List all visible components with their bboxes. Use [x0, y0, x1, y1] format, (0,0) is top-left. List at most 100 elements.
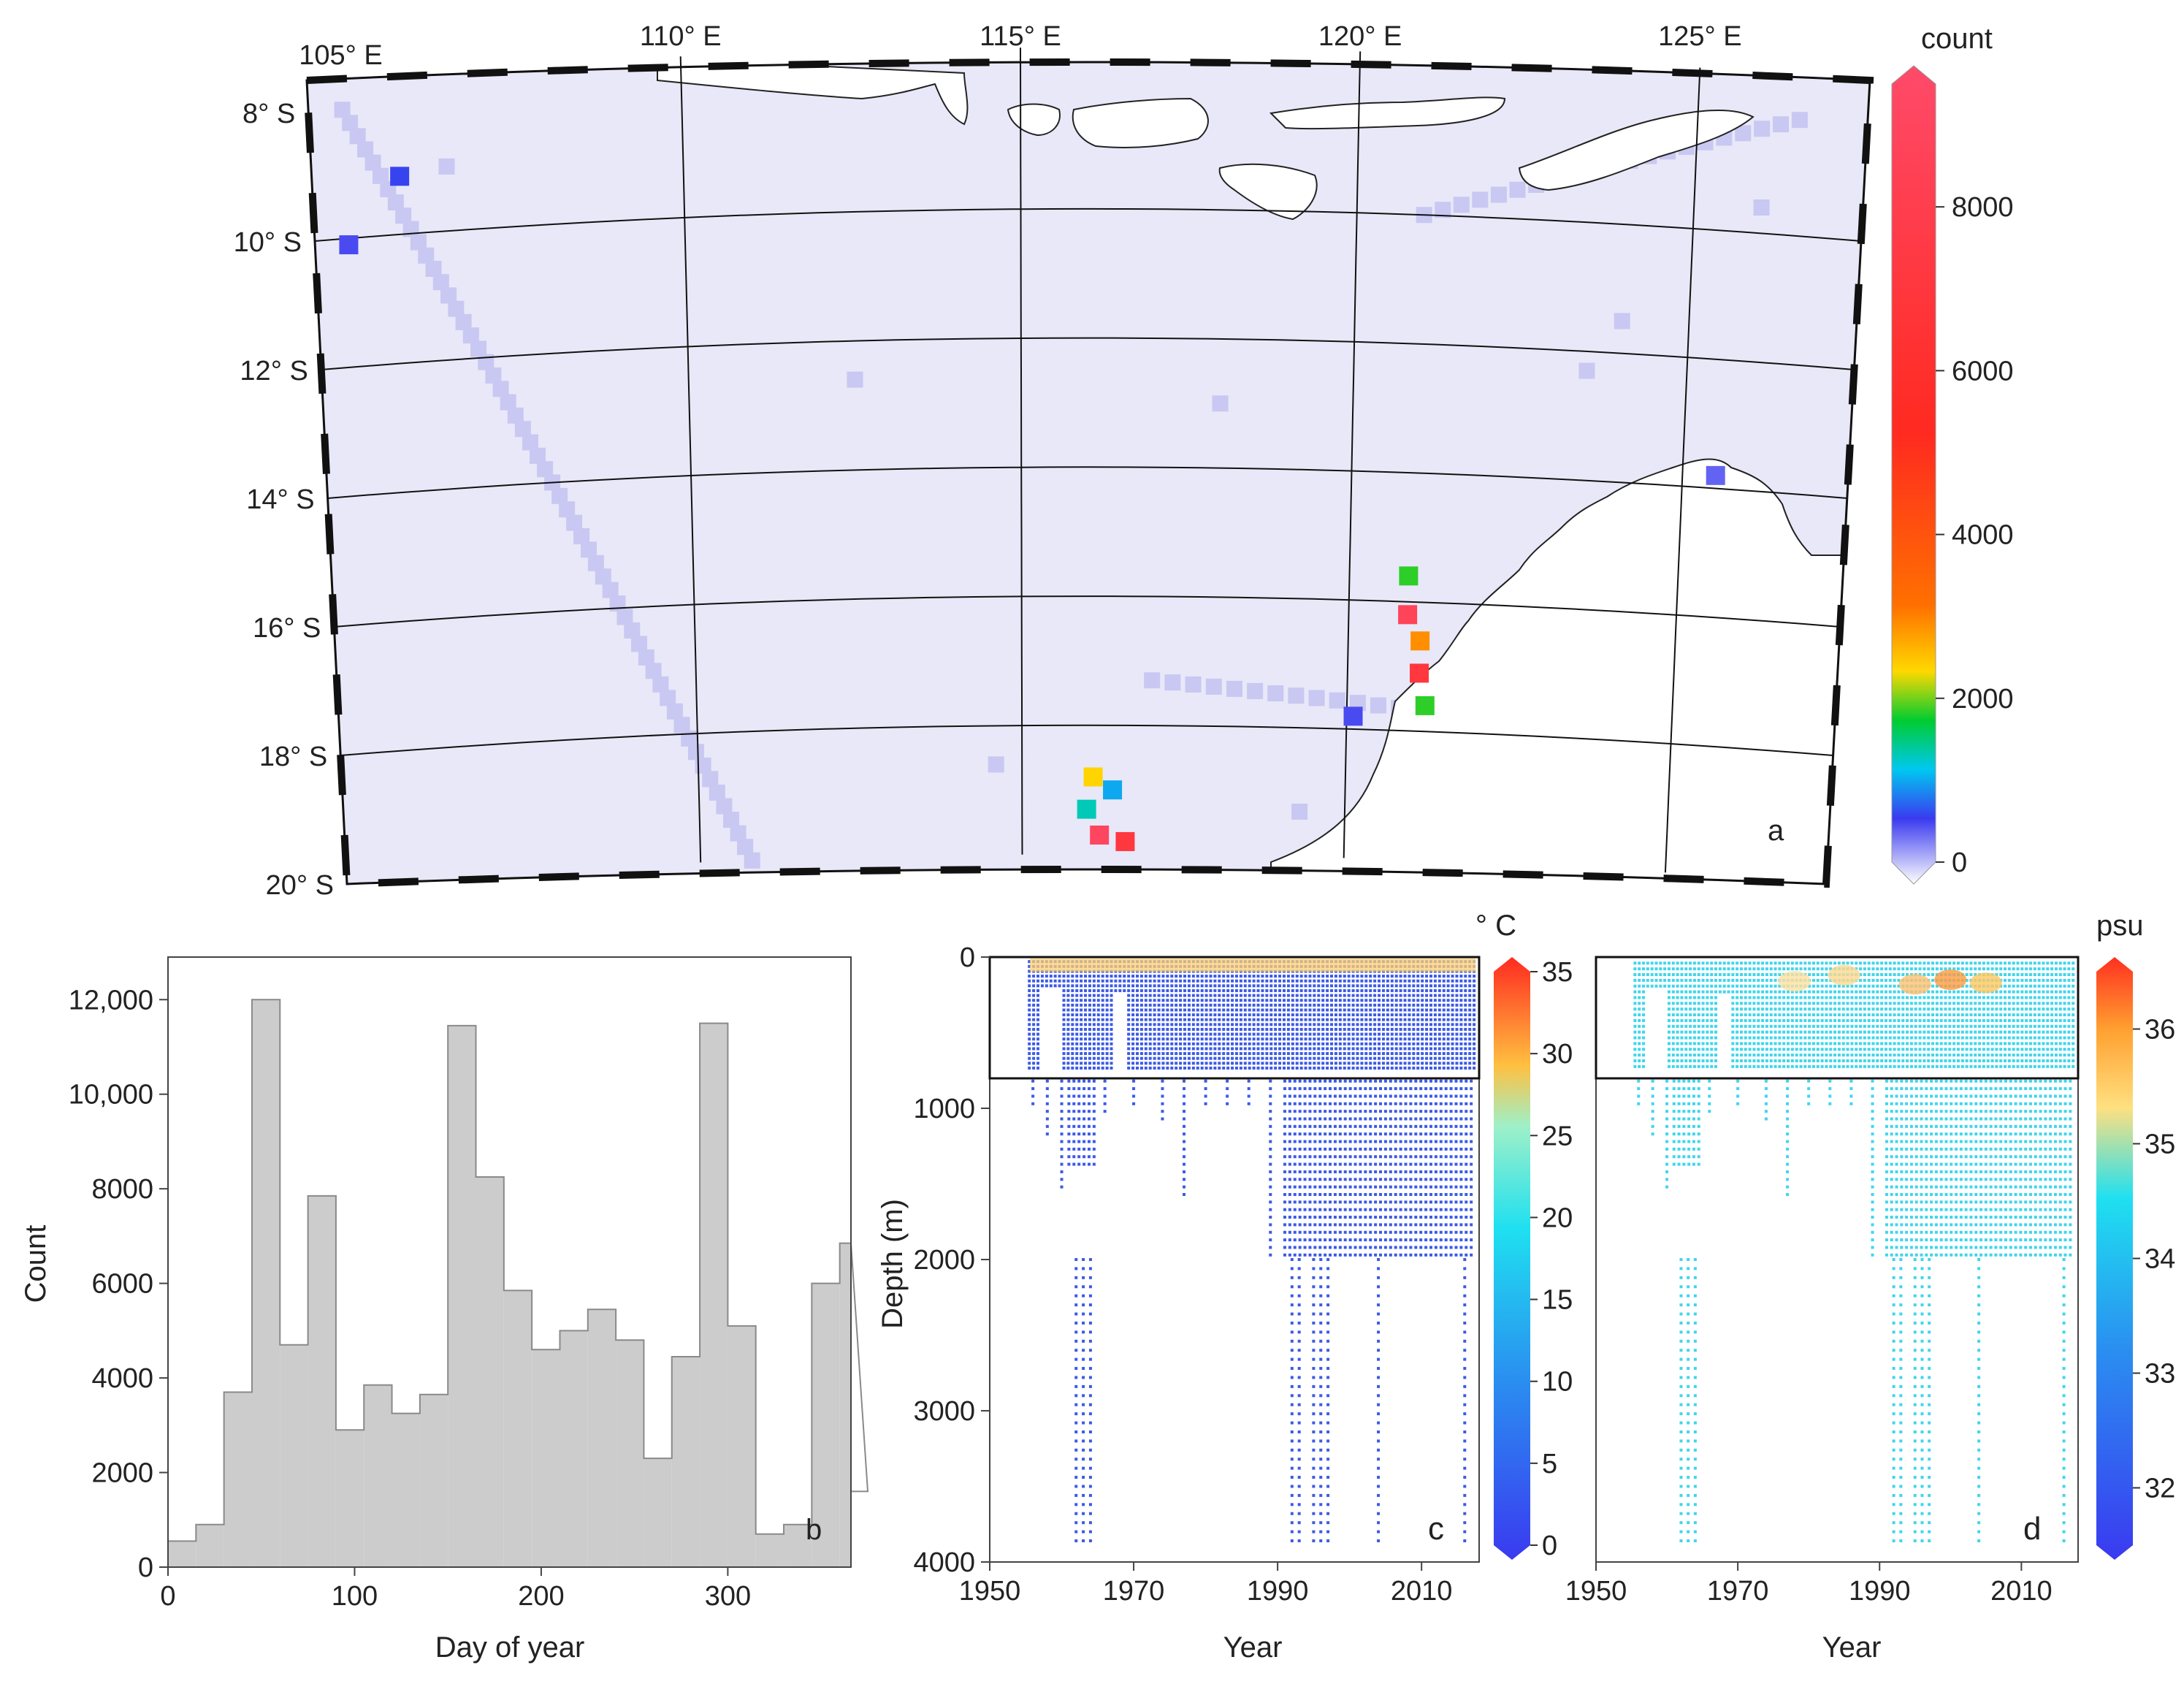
profile-point	[1347, 1003, 1351, 1007]
profile-point	[1757, 978, 1760, 982]
profile-point	[1191, 1013, 1195, 1017]
profile-point	[1444, 1147, 1448, 1151]
profile-point	[1364, 1027, 1368, 1031]
profile-point	[1110, 1066, 1113, 1070]
profile-point	[1092, 1079, 1096, 1083]
profile-point	[1288, 1170, 1291, 1173]
profile-point	[1088, 1066, 1091, 1070]
profile-point	[1676, 961, 1679, 965]
profile-point	[1442, 984, 1446, 988]
profile-point	[1330, 1062, 1334, 1065]
profile-point	[1348, 1110, 1352, 1113]
profile-point	[1334, 1042, 1337, 1045]
profile-point	[1118, 975, 1122, 978]
profile-point	[1032, 975, 1036, 978]
profile-point	[1871, 1059, 1875, 1063]
deep-profile-point	[1082, 1349, 1085, 1352]
profile-point	[1808, 1036, 1811, 1040]
profile-point	[1283, 1208, 1286, 1211]
profile-point	[1295, 1008, 1299, 1012]
profile-point	[1286, 1018, 1290, 1021]
profile-point	[1379, 1230, 1383, 1234]
profile-point	[1088, 979, 1091, 983]
profile-point	[1429, 1052, 1432, 1056]
profile-point	[1846, 1059, 1849, 1063]
profile-point	[1808, 967, 1811, 971]
profile-point	[1424, 1178, 1428, 1181]
profile-point	[1893, 1048, 1896, 1051]
profile-point	[1196, 975, 1199, 978]
profile-point	[1386, 988, 1389, 992]
profile-point	[1816, 1048, 1820, 1051]
profile-point	[1701, 978, 1705, 982]
profile-point	[1459, 1223, 1463, 1227]
profile-point	[1298, 1124, 1302, 1128]
profile-point	[1689, 967, 1692, 971]
profile-point	[1166, 1003, 1169, 1007]
profile-point	[1394, 1208, 1397, 1211]
profile-point	[1731, 978, 1735, 982]
profile-point	[1408, 988, 1411, 992]
profile-point	[1329, 1178, 1332, 1181]
deep-profile-point	[1082, 1503, 1085, 1506]
timor-track-cell	[1435, 202, 1451, 218]
profile-point	[1394, 1117, 1397, 1121]
profile-point	[1765, 961, 1768, 965]
profile-point	[1373, 1018, 1377, 1021]
profile-point	[1123, 984, 1126, 988]
histogram-bar	[587, 1309, 616, 1567]
profile-point	[1329, 1094, 1332, 1098]
profile-point	[1412, 1042, 1416, 1045]
profile-point	[1378, 1027, 1381, 1031]
profile-point	[1369, 1253, 1372, 1257]
profile-point	[1421, 1023, 1424, 1026]
profile-point	[1353, 1223, 1357, 1227]
profile-point	[1404, 1155, 1408, 1159]
profile-point	[1442, 979, 1446, 983]
profile-point	[1808, 1002, 1811, 1005]
profile-point	[1265, 1013, 1269, 1017]
profile-point	[1464, 1023, 1467, 1026]
profile-point	[1114, 984, 1118, 988]
profile-point	[1135, 979, 1139, 983]
deep-profile-point	[1312, 1339, 1316, 1343]
profile-point	[1278, 1037, 1282, 1041]
profile-point	[1148, 1037, 1152, 1041]
profile-point	[1765, 967, 1768, 971]
profile-point	[1373, 975, 1377, 978]
profile-point	[1135, 1003, 1139, 1007]
profile-point	[1278, 1062, 1282, 1065]
profile-point	[1293, 1117, 1297, 1121]
profile-point	[1736, 1030, 1739, 1034]
profile-point	[1028, 1008, 1031, 1012]
profile-point	[1114, 979, 1118, 983]
profile-point	[1278, 994, 1282, 997]
profile-point	[1429, 1087, 1432, 1091]
profile-point	[1028, 960, 1031, 964]
profile-point	[1374, 1200, 1378, 1204]
profile-point	[1710, 1024, 1714, 1028]
profile-point	[1148, 1003, 1152, 1007]
profile-point	[1816, 1064, 1820, 1068]
profile-point	[1374, 1132, 1378, 1136]
profile-point	[1714, 978, 1718, 982]
profile-point	[1333, 1178, 1337, 1181]
profile-point	[1231, 994, 1234, 997]
profile-point	[1282, 1003, 1286, 1007]
profile-point	[1369, 1230, 1372, 1234]
profile-point	[1710, 990, 1714, 994]
profile-point	[1825, 1007, 1828, 1011]
profile-point	[1893, 996, 1896, 999]
profile-point	[1442, 1018, 1446, 1021]
profile-point	[1077, 1110, 1081, 1113]
profile-point	[1353, 1216, 1357, 1219]
profile-point	[1261, 988, 1264, 992]
profile-point	[1313, 1223, 1317, 1227]
profile-point	[1187, 1013, 1191, 1017]
deep-profile-point	[1319, 1439, 1323, 1443]
profile-point	[1343, 1185, 1347, 1189]
profile-point	[1248, 979, 1251, 983]
profile-point	[1837, 1030, 1841, 1034]
profile-point	[1293, 1200, 1297, 1204]
histogram-x-tick-label: 100	[332, 1581, 378, 1612]
